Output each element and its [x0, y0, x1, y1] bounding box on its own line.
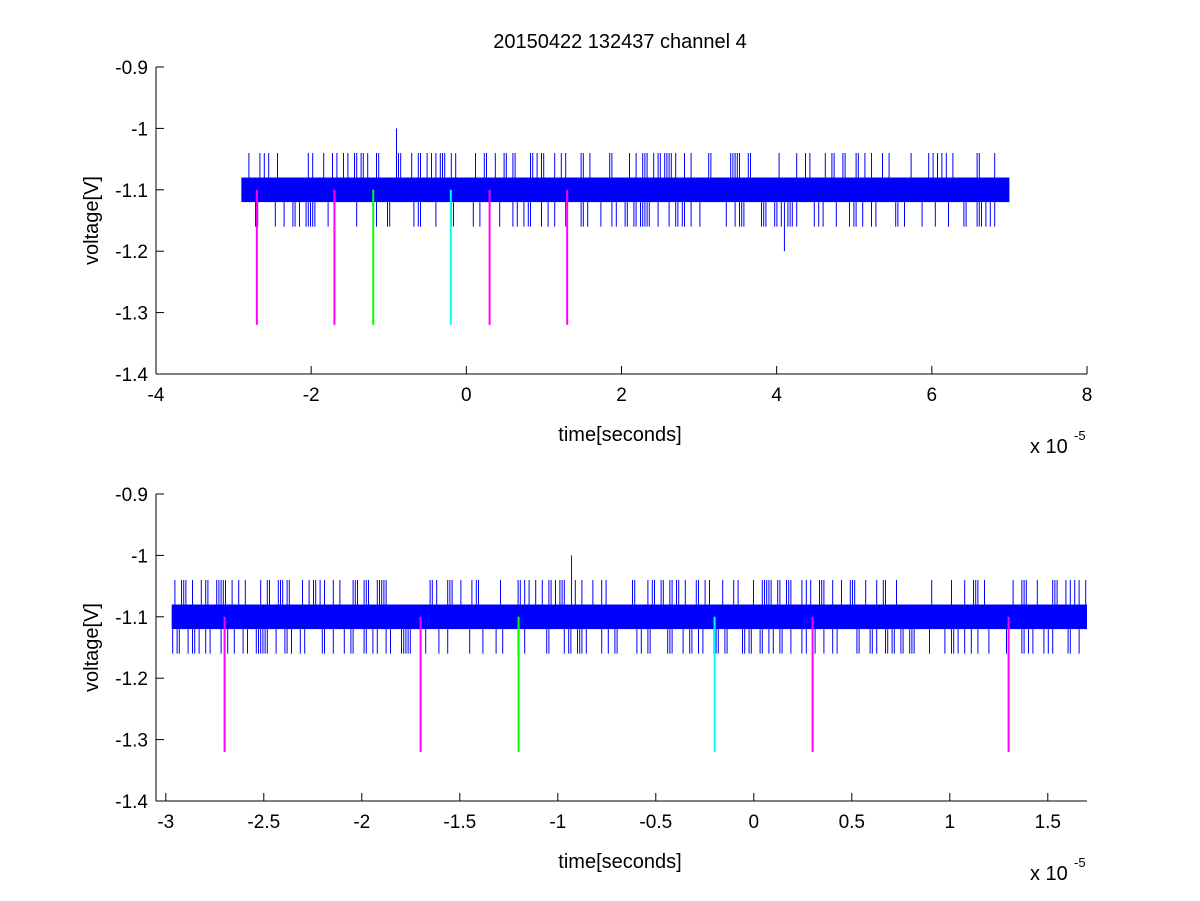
y-tick-label: -0.9 [115, 58, 148, 79]
x-tick-label: -4 [148, 385, 165, 406]
x-tick-label: 6 [927, 385, 938, 406]
y-tick-label: -1.4 [115, 792, 148, 813]
signal-spikes [172, 579, 1087, 654]
y-tick-label: -1.2 [115, 242, 148, 263]
signal-spikes [248, 152, 996, 227]
y-tick-label: -1.4 [115, 365, 148, 386]
x-exponent-power: -5 [1074, 855, 1086, 870]
y-tick-label: -1.3 [115, 731, 148, 752]
x-axis-label: time[seconds] [558, 851, 681, 873]
y-tick-label: -1.1 [115, 181, 148, 202]
y-tick-label: -0.9 [115, 485, 148, 506]
marker-series [255, 189, 569, 325]
x-exponent-power: -5 [1074, 428, 1086, 443]
x-exponent-label: x 10 [1030, 436, 1068, 458]
x-tick-label: 0.5 [839, 812, 865, 833]
y-tick-label: -1 [131, 119, 148, 140]
x-tick-label: -2.5 [247, 812, 280, 833]
x-tick-label: 0 [461, 385, 472, 406]
x-exponent-label: x 10 [1030, 863, 1068, 885]
x-tick-label: -0.5 [639, 812, 672, 833]
plot-area [156, 67, 1087, 374]
x-tick-label: -1 [549, 812, 566, 833]
signal-band [171, 604, 1087, 630]
signal-series [171, 555, 1087, 654]
x-tick-label: 0 [749, 812, 760, 833]
x-tick-label: 8 [1082, 385, 1093, 406]
bottom-plot-axes: -0.9 -1 -1.1 -1.2 -1.3 -1.4 -3 -2.5 -2 -1.5 -1 -0.5… [81, 485, 1087, 885]
x-tick-label: 1 [945, 812, 956, 833]
x-tick-label: -1.5 [443, 812, 476, 833]
x-tick-label: -3 [157, 812, 174, 833]
y-axis-label: voltage[V] [81, 603, 103, 692]
y-tick-label: -1.2 [115, 669, 148, 690]
y-tick-label: -1 [131, 546, 148, 567]
y-axis-label: voltage[V] [81, 176, 103, 265]
y-tick-label: -1.3 [115, 304, 148, 325]
plot-area [156, 494, 1087, 801]
top-plot-axes: -0.9 -1 -1.1 -1.2 -1.3 -1.4-4 -2 0 2 4 6 8 time[seco… [81, 58, 1092, 458]
marker-series [223, 616, 1010, 752]
x-tick-label: 1.5 [1035, 812, 1061, 833]
y-tick-label: -1.1 [115, 608, 148, 629]
signal-band [241, 177, 1010, 203]
x-tick-label: 4 [771, 385, 782, 406]
x-tick-label: 2 [616, 385, 627, 406]
figure-title: 20150422 132437 channel 4 [493, 31, 747, 53]
x-tick-label: -2 [303, 385, 320, 406]
x-tick-label: -2 [353, 812, 370, 833]
signal-series [241, 128, 1010, 252]
x-axis-label: time[seconds] [558, 424, 681, 446]
